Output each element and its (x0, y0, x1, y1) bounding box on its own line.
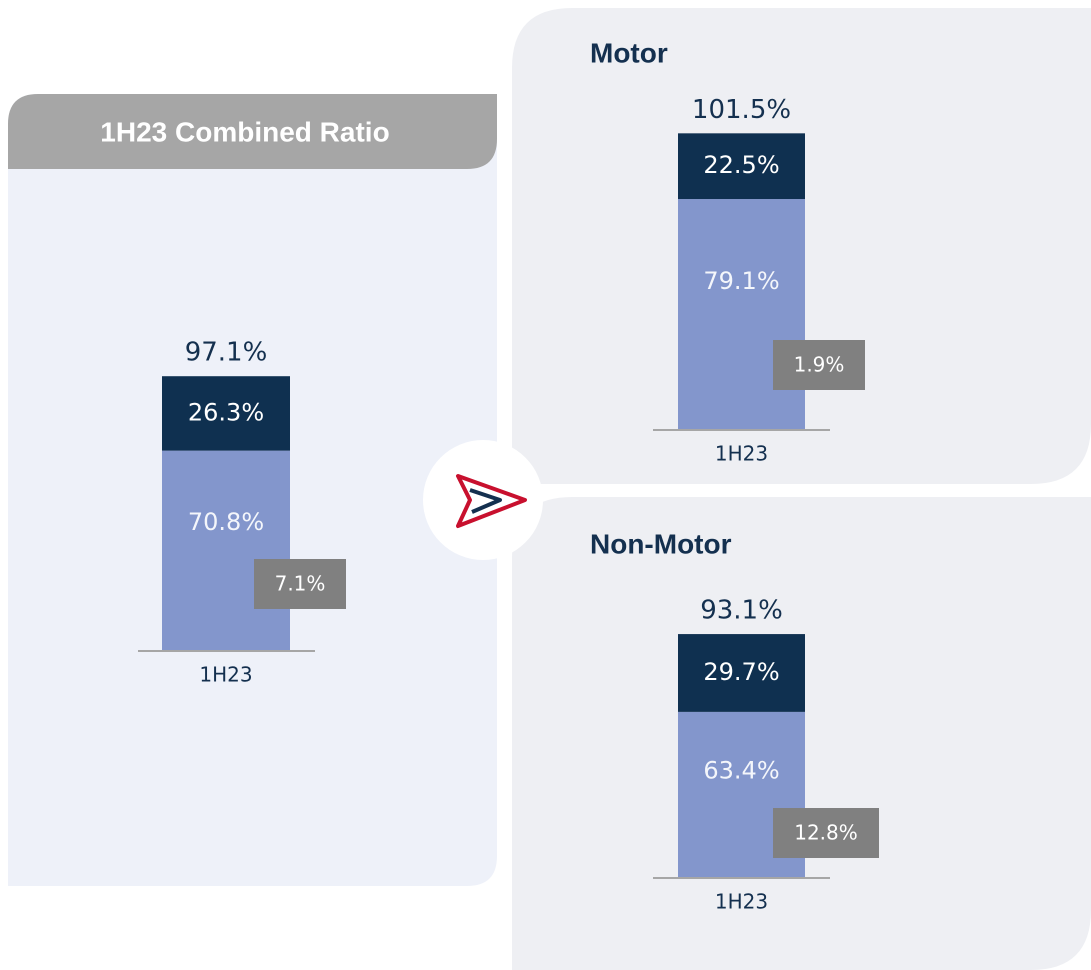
x-tick-label: 1H23 (199, 663, 252, 687)
total-label: 93.1% (700, 596, 783, 626)
panel-title: 1H23 Combined Ratio (100, 116, 389, 147)
value-label: 70.8% (188, 508, 264, 536)
bar-segment (162, 376, 290, 451)
value-label: 79.1% (703, 267, 779, 295)
bar-segment (678, 133, 805, 200)
total-label: 101.5% (692, 95, 791, 125)
inset-label: 1.9% (794, 353, 845, 377)
corner (467, 856, 497, 886)
x-tick-label: 1H23 (715, 442, 768, 466)
inset-label: 7.1% (275, 572, 326, 596)
logo-circle (423, 440, 543, 560)
bar-segment (162, 450, 290, 651)
panel-title: Non-Motor (590, 528, 732, 559)
left-header (8, 94, 497, 169)
value-label: 29.7% (703, 658, 779, 686)
value-label: 63.4% (703, 757, 779, 785)
inset-box (254, 559, 346, 609)
x-tick-label: 1H23 (715, 890, 768, 914)
panel-title: Motor (590, 37, 668, 68)
inset-label: 12.8% (794, 821, 858, 845)
bar-segment (678, 634, 805, 712)
value-label: 22.5% (703, 151, 779, 179)
total-label: 97.1% (185, 338, 268, 368)
inset-box (773, 808, 879, 858)
logo (456, 474, 527, 528)
inset-box (773, 340, 865, 390)
bar-segment (678, 199, 805, 430)
value-label: 26.3% (188, 398, 264, 426)
